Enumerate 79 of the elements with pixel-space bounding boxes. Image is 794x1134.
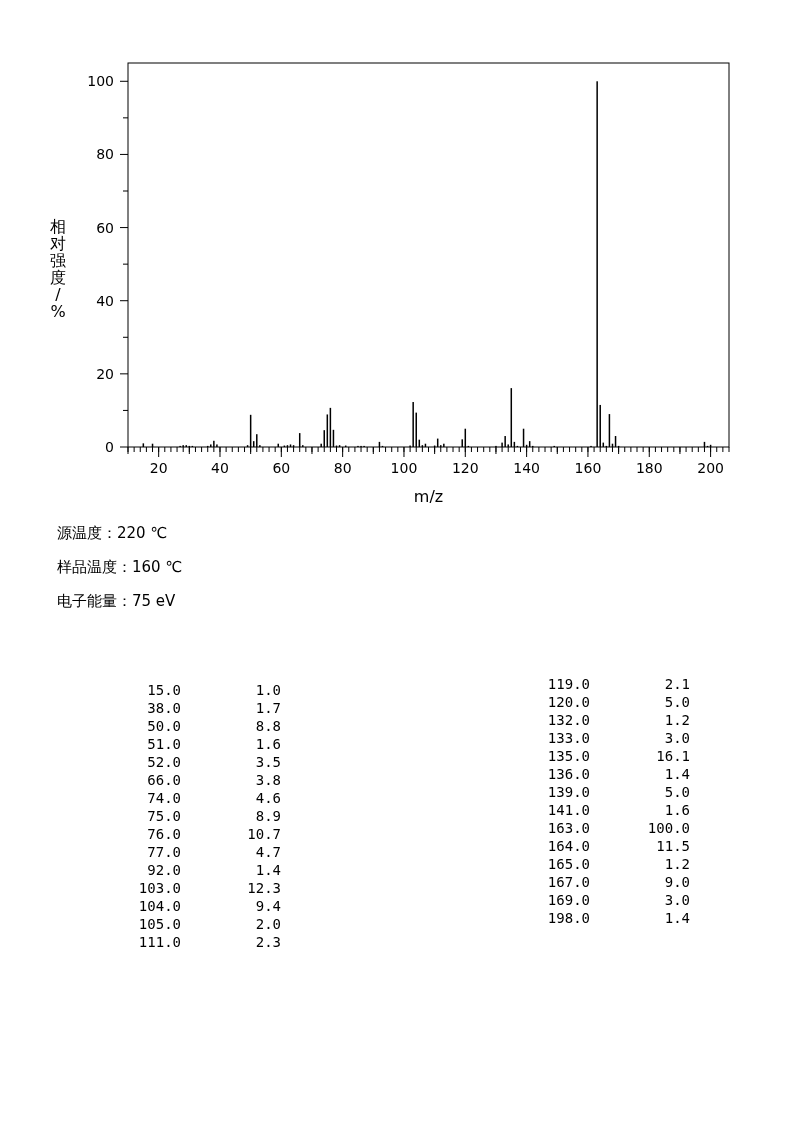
text: 77.0 — [147, 844, 181, 860]
x-tick-label: 20 — [149, 460, 168, 476]
text: 5.0 — [664, 694, 690, 710]
text: 2.3 — [255, 934, 281, 950]
text: 8.9 — [255, 808, 281, 824]
text: 1.2 — [664, 856, 690, 872]
text: 141.0 — [547, 802, 590, 818]
text: 15.0 — [147, 682, 181, 698]
y-tick-label: 60 — [96, 219, 114, 236]
text: 119.0 — [547, 676, 590, 692]
text: 3.5 — [255, 754, 281, 770]
text: 135.0 — [547, 748, 590, 764]
text: 1.7 — [255, 700, 281, 716]
text: 1.4 — [255, 862, 281, 878]
text: 9.4 — [255, 898, 281, 914]
text: 11.5 — [656, 838, 690, 854]
text: 1.0 — [255, 682, 281, 698]
text: 164.0 — [547, 838, 590, 854]
text: 75.0 — [147, 808, 181, 824]
text: 132.0 — [547, 712, 590, 728]
x-tick-label: 200 — [697, 460, 724, 476]
x-tick-label: 80 — [333, 460, 352, 476]
text: 120.0 — [547, 694, 590, 710]
text: 104.0 — [138, 898, 181, 914]
text: 3.8 — [255, 772, 281, 788]
text: 2.1 — [664, 676, 690, 692]
y-tick-label: 100 — [87, 73, 114, 90]
x-tick-label: 140 — [513, 460, 540, 476]
text: 50.0 — [147, 718, 181, 734]
text: 样品温度：160 ℃ — [57, 558, 183, 576]
text: 139.0 — [547, 784, 590, 800]
text: 1.4 — [664, 910, 690, 926]
text: 5.0 — [664, 784, 690, 800]
text: 8.8 — [255, 718, 281, 734]
text: 66.0 — [147, 772, 181, 788]
text: 1.6 — [664, 802, 690, 818]
x-tick-label: 160 — [574, 460, 602, 476]
text: 105.0 — [138, 916, 181, 932]
text: 4.7 — [255, 844, 281, 860]
text: 16.1 — [656, 748, 690, 764]
y-tick-label: 40 — [96, 292, 114, 309]
text: 165.0 — [547, 856, 590, 872]
x-tick-label: 40 — [211, 460, 229, 476]
x-tick-label: 100 — [390, 460, 418, 476]
text: 3.0 — [664, 730, 690, 746]
text: 76.0 — [147, 826, 181, 842]
text: 9.0 — [664, 874, 690, 890]
text: 163.0 — [547, 820, 590, 836]
y-axis-title: 相对强度/% — [50, 217, 66, 321]
text: 10.7 — [247, 826, 281, 842]
text: 源温度：220 ℃ — [57, 524, 168, 542]
text: 38.0 — [147, 700, 181, 716]
text: 3.0 — [664, 892, 690, 908]
x-axis-title: m/z — [413, 487, 444, 506]
text: 51.0 — [147, 736, 181, 752]
text: 电子能量：75 eV — [57, 592, 177, 610]
text: 52.0 — [147, 754, 181, 770]
x-tick-label: 60 — [272, 460, 291, 476]
text: 100.0 — [647, 820, 690, 836]
text: 12.3 — [247, 880, 281, 896]
text: 74.0 — [147, 790, 181, 806]
text: 198.0 — [547, 910, 590, 926]
text: 167.0 — [547, 874, 590, 890]
text: 1.4 — [664, 766, 690, 782]
text: 111.0 — [138, 934, 181, 950]
y-tick-label: 20 — [96, 365, 114, 382]
x-tick-label: 120 — [451, 460, 479, 476]
text: 169.0 — [547, 892, 590, 908]
x-tick-label: 180 — [635, 460, 663, 476]
text: 1.6 — [255, 736, 281, 752]
text: 103.0 — [138, 880, 181, 896]
y-tick-label: 80 — [96, 146, 114, 163]
text: 1.2 — [664, 712, 690, 728]
text: 133.0 — [547, 730, 590, 746]
y-tick-label: 0 — [105, 439, 114, 455]
text: 2.0 — [255, 916, 281, 932]
text: 4.6 — [255, 790, 281, 806]
text: 92.0 — [147, 862, 181, 878]
text: 136.0 — [547, 766, 590, 782]
